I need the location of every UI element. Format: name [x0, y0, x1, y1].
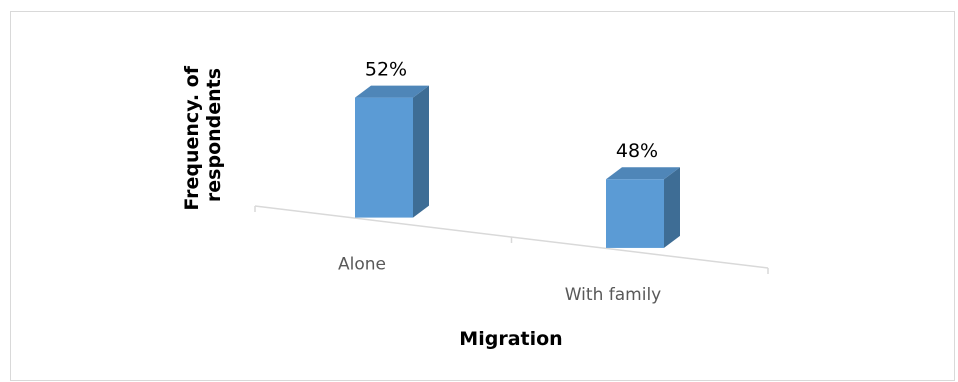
- y-axis-label-line-2: respondents: [203, 68, 225, 202]
- data-label: 52%: [365, 59, 407, 81]
- bar-side-face: [413, 85, 429, 218]
- category-label: Alone: [338, 255, 386, 275]
- chart-frame: [10, 11, 955, 381]
- data-label: 48%: [616, 140, 658, 162]
- bar-top-face: [606, 167, 680, 180]
- bar-front-face: [606, 179, 664, 248]
- category-label: With family: [565, 285, 661, 305]
- bar-with-family: 48% With family: [565, 140, 680, 305]
- bar-top-face: [355, 85, 429, 98]
- bar-alone: 52% Alone: [338, 59, 429, 275]
- bar-side-face: [664, 167, 680, 248]
- x-axis-label: Migration: [459, 328, 562, 350]
- bar-front-face: [355, 97, 413, 218]
- y-axis-label-line-1: Frequency. of: [181, 65, 203, 210]
- y-axis-label: Frequency. of respondents: [181, 59, 225, 210]
